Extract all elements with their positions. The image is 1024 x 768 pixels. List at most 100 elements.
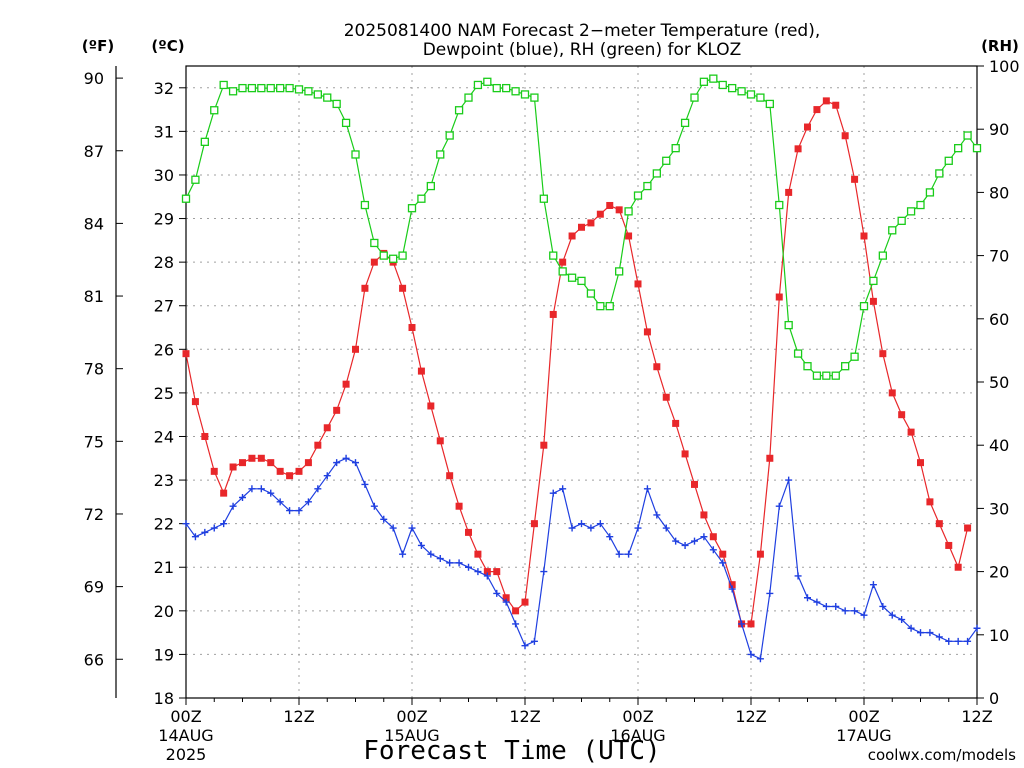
rh-point (784, 320, 793, 330)
rh-point (596, 302, 605, 311)
dewpoint-point (455, 559, 463, 567)
celsius-tick-label: 20 (154, 602, 174, 621)
dewpoint-point (917, 629, 924, 637)
dewpoint-point (276, 498, 284, 506)
series (181, 74, 982, 663)
rh-point (869, 276, 878, 286)
dewpoint-point (248, 485, 256, 493)
dewpoint-point (681, 541, 689, 549)
rh-unit-label: (RH) (981, 37, 1019, 55)
celsius-tick-label: 25 (154, 384, 174, 403)
rh-point (266, 83, 275, 93)
rh-point (210, 106, 219, 115)
celsius-tick-label: 31 (154, 122, 174, 141)
dewpoint-point (191, 533, 199, 541)
rh-point (586, 289, 596, 298)
temperature-point (888, 389, 896, 397)
dewpoint-point (549, 489, 557, 497)
temperature-point (276, 467, 284, 475)
dewpoint-point (766, 589, 774, 597)
temperature-point (691, 480, 698, 488)
rh-point (360, 200, 370, 210)
rh-point (737, 87, 746, 96)
rh-point (850, 352, 859, 361)
temperature-point (860, 232, 868, 240)
dewpoint-point (954, 637, 962, 645)
rh-point (690, 93, 699, 102)
dewpoint-point (342, 454, 350, 462)
dewpoint-point (314, 485, 322, 493)
rh-point (643, 181, 652, 191)
dewpoint-point (973, 624, 981, 632)
rh-point (454, 106, 464, 115)
rh-point (407, 204, 417, 213)
dewpoint-point (756, 655, 764, 663)
x-tick-label: 12Z (283, 707, 314, 726)
rh-point (605, 302, 614, 311)
temperature-point (210, 467, 218, 475)
rh-point (228, 87, 238, 96)
rh-tick-label: 40 (989, 436, 1009, 455)
rh-tick-label: 60 (989, 310, 1009, 329)
temperature-point (615, 206, 623, 214)
dewpoint-point (578, 520, 585, 528)
dewpoint-point (606, 533, 614, 541)
celsius-tick-label: 18 (154, 689, 174, 708)
credit-link[interactable]: coolwx.com/models (868, 746, 1016, 764)
rh-point (756, 93, 765, 102)
temperature-point (879, 350, 887, 358)
dewpoint-point (964, 637, 972, 645)
dewpoint-point (643, 485, 651, 493)
axes: 18192021222324252627282930313200Z14AUG20… (84, 57, 1020, 764)
chart-title-line-2: Dewpoint (blue), RH (green) for KLOZ (423, 40, 742, 60)
celsius-tick-label: 30 (154, 166, 174, 185)
celsius-tick-label: 26 (154, 340, 174, 359)
dewpoint-point (427, 550, 435, 558)
fahrenheit-tick-label: 84 (84, 214, 104, 233)
rh-point (944, 156, 953, 165)
rh-point (680, 118, 690, 128)
x-tick-label: 00Z (170, 707, 201, 726)
rh-point (624, 207, 633, 216)
x-date-label: 15AUG (384, 726, 439, 745)
temperature-point (954, 563, 962, 571)
dewpoint-point (465, 563, 472, 571)
rh-point (793, 349, 803, 358)
rh-point (728, 83, 737, 93)
dewpoint-point (304, 498, 312, 506)
rh-tick-label: 100 (989, 57, 1020, 76)
rh-point (436, 150, 445, 159)
temperature-point (474, 550, 482, 558)
rh-point (511, 87, 520, 96)
temperature-point (465, 528, 472, 536)
dewpoint-point (785, 476, 793, 484)
temperature-point (945, 541, 953, 549)
temperature-point (766, 454, 774, 462)
dewpoint-point (926, 629, 934, 637)
rh-point (935, 169, 944, 178)
temperature-point (361, 284, 369, 292)
rh-point (257, 83, 266, 93)
dewpoint-point (738, 620, 746, 628)
x-date-label: 17AUG (836, 726, 891, 745)
rh-point (963, 131, 972, 140)
rh-point (822, 371, 831, 380)
rh-point (615, 267, 624, 276)
dewpoint-point (267, 489, 275, 497)
dewpoint-point (502, 598, 510, 606)
dewpoint-point (662, 524, 670, 532)
dewpoint-point (512, 620, 520, 628)
temperature-point (220, 489, 228, 497)
dewpoint-point (898, 616, 906, 624)
celsius-tick-label: 21 (154, 558, 174, 577)
temperature-point (709, 533, 717, 541)
temperature-point (323, 424, 331, 432)
dewpoint-point (361, 480, 369, 488)
temperature-point (248, 454, 256, 462)
temperature-point (813, 106, 821, 114)
dewpoint-point (521, 642, 529, 650)
rh-tick-label: 90 (989, 120, 1009, 139)
dewpoint-point (568, 524, 576, 532)
x-tick-label: 12Z (961, 707, 992, 726)
temperature-point (625, 232, 633, 240)
